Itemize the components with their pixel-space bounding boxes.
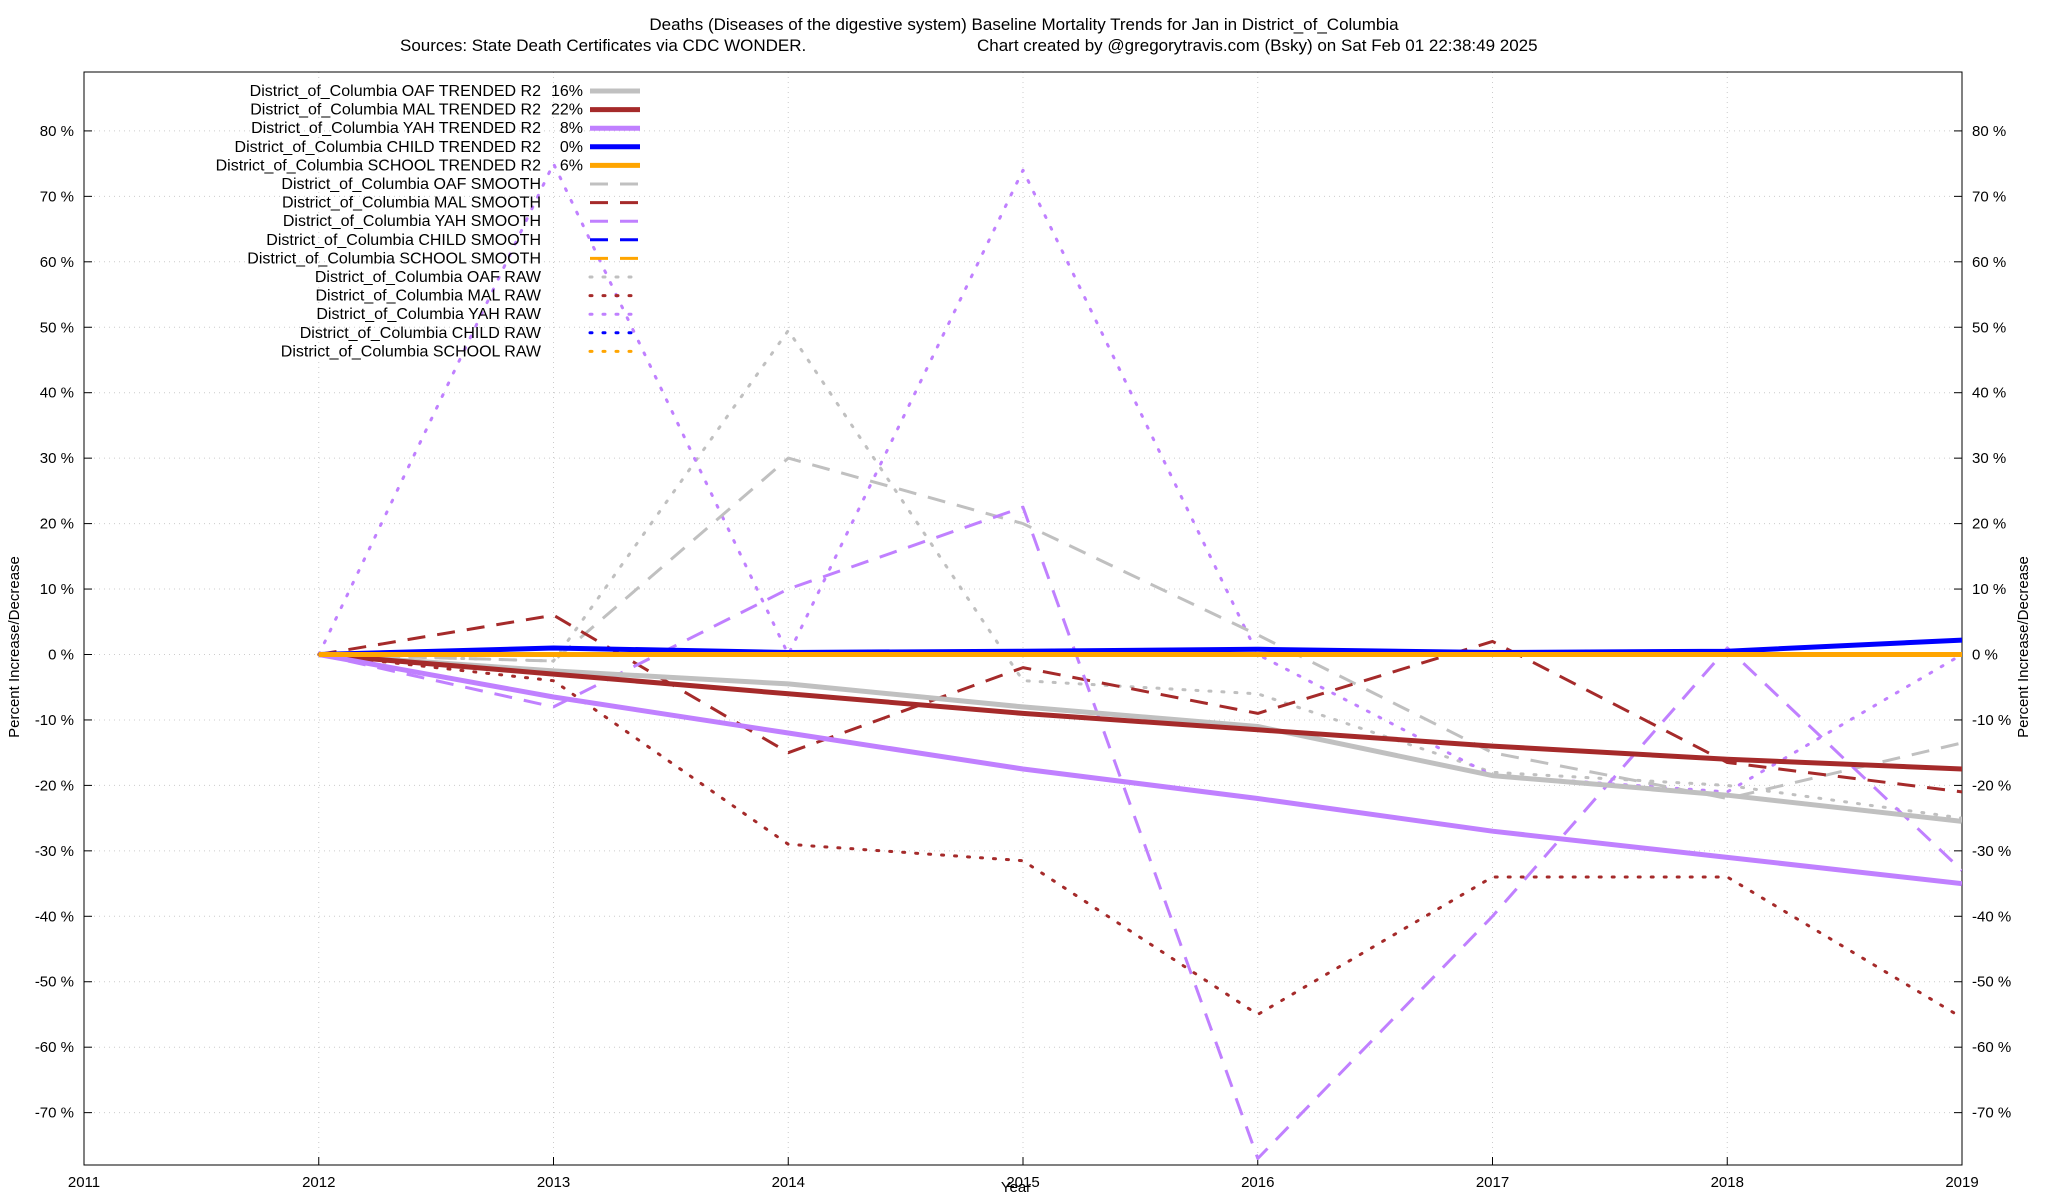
legend-label-child-raw: District_of_Columbia CHILD RAW — [300, 325, 542, 342]
y-tick-label-left: 80 % — [40, 123, 74, 140]
y-tick-label-left: -60 % — [35, 1039, 74, 1056]
x-tick-label: 2013 — [537, 1174, 570, 1191]
legend-r2-school-trended-r2: 6% — [560, 157, 583, 174]
x-tick-label: 2019 — [1945, 1174, 1978, 1191]
series-line-oaf-raw — [317, 329, 1962, 820]
y-tick-label-right: -60 % — [1972, 1039, 2011, 1056]
legend-r2-mal-trended-r2: 22% — [551, 102, 583, 119]
legend-r2-child-trended-r2: 0% — [560, 139, 583, 156]
y-tick-label-left: -40 % — [35, 908, 74, 925]
legend-label-oaf-smooth: District_of_Columbia OAF SMOOTH — [281, 176, 541, 193]
legend-label-child-smooth: District_of_Columbia CHILD SMOOTH — [266, 232, 541, 249]
legend-label-yah-smooth: District_of_Columbia YAH SMOOTH — [283, 213, 541, 230]
y-tick-label-right: -20 % — [1972, 777, 2011, 794]
series-line-mal-smooth — [318, 613, 1962, 794]
series-line-oaf-trended-r2 — [318, 652, 1962, 824]
x-tick-label: 2016 — [1241, 1174, 1274, 1191]
x-tick-label: 2018 — [1711, 1174, 1744, 1191]
x-tick-label: 2017 — [1476, 1174, 1509, 1191]
axes: 80 % 80 % 70 % 70 % 60 % 60 % 50 % 50 % 40 % 40 %… — [35, 71, 2011, 1191]
y-tick-label-right: 70 % — [1972, 188, 2006, 205]
x-tick-label: 2012 — [302, 1174, 335, 1191]
y-tick-label-right: 40 % — [1972, 385, 2006, 402]
series-line-mal-raw — [317, 653, 1962, 1020]
x-tick-label: 2014 — [772, 1174, 805, 1191]
y-tick-label-left: 20 % — [40, 516, 74, 533]
legend-label-yah-raw: District_of_Columbia YAH RAW — [316, 306, 542, 323]
y-tick-label-right: 20 % — [1972, 516, 2006, 533]
y-tick-label-right: -30 % — [1972, 843, 2011, 860]
chart-subtitle-sources: Sources: State Death Certificates via CD… — [400, 36, 806, 55]
y-axis-label-right: Percent Increase/Decrease — [2015, 556, 2032, 738]
y-tick-label-left: 10 % — [40, 581, 74, 598]
y-axis-label-left: Percent Increase/Decrease — [6, 556, 23, 738]
series-lines — [317, 162, 1962, 1160]
legend-label-child-trended-r2: District_of_Columbia CHILD TRENDED R2 — [235, 139, 542, 156]
y-tick-label-left: 0 % — [48, 646, 74, 663]
legend-label-oaf-trended-r2: District_of_Columbia OAF TRENDED R2 — [250, 83, 541, 100]
y-tick-label-right: 80 % — [1972, 123, 2006, 140]
y-tick-label-right: -50 % — [1972, 974, 2011, 991]
y-tick-label-left: -10 % — [35, 712, 74, 729]
y-tick-label-right: -10 % — [1972, 712, 2011, 729]
series-line-child-trended-r2 — [318, 637, 1962, 657]
legend-label-mal-trended-r2: District_of_Columbia MAL TRENDED R2 — [250, 102, 541, 119]
y-tick-label-left: -70 % — [35, 1105, 74, 1122]
y-tick-label-right: 10 % — [1972, 581, 2006, 598]
legend-label-mal-raw: District_of_Columbia MAL RAW — [315, 288, 541, 305]
y-tick-label-right: 30 % — [1972, 450, 2006, 467]
chart-subtitle-credit: Chart created by @gregorytravis.com (Bsk… — [977, 36, 1538, 55]
plot-border — [83, 71, 1963, 1166]
series-line-yah-smooth — [318, 505, 1962, 1160]
x-tick-label: 2015 — [1006, 1174, 1039, 1191]
legend-r2-oaf-trended-r2: 16% — [551, 83, 583, 100]
y-tick-label-left: -50 % — [35, 974, 74, 991]
x-axis-label: Year — [1001, 1179, 1031, 1196]
grid-lines — [84, 72, 1962, 1165]
y-tick-label-right: 50 % — [1972, 319, 2006, 336]
y-tick-label-left: -20 % — [35, 777, 74, 794]
y-tick-label-left: 40 % — [40, 385, 74, 402]
legend-label-school-trended-r2: District_of_Columbia SCHOOL TRENDED R2 — [216, 157, 542, 174]
series-line-mal-trended-r2 — [318, 652, 1962, 772]
y-tick-label-right: -70 % — [1972, 1105, 2011, 1122]
series-line-yah-raw — [317, 162, 1962, 794]
y-tick-label-right: 0 % — [1972, 646, 1998, 663]
legend-label-mal-smooth: District_of_Columbia MAL SMOOTH — [282, 195, 541, 212]
y-tick-label-left: 50 % — [40, 319, 74, 336]
legend: District_of_Columbia OAF TRENDED R2 16% Di… — [216, 83, 642, 360]
legend-label-school-raw: District_of_Columbia SCHOOL RAW — [281, 343, 542, 360]
series-line-oaf-smooth — [318, 456, 1962, 800]
legend-r2-yah-trended-r2: 8% — [560, 120, 583, 137]
y-tick-label-left: -30 % — [35, 843, 74, 860]
y-tick-label-left: 30 % — [40, 450, 74, 467]
y-tick-label-left: 70 % — [40, 188, 74, 205]
y-tick-label-right: 60 % — [1972, 254, 2006, 271]
legend-label-oaf-raw: District_of_Columbia OAF RAW — [315, 269, 542, 286]
legend-label-yah-trended-r2: District_of_Columbia YAH TRENDED R2 — [251, 120, 541, 137]
legend-label-school-smooth: District_of_Columbia SCHOOL SMOOTH — [247, 250, 541, 267]
y-tick-label-left: 60 % — [40, 254, 74, 271]
chart-title: Deaths (Diseases of the digestive system… — [649, 15, 1399, 34]
x-tick-label: 2011 — [68, 1174, 100, 1191]
series-line-yah-trended-r2 — [318, 652, 1962, 887]
y-tick-label-right: -40 % — [1972, 908, 2011, 925]
